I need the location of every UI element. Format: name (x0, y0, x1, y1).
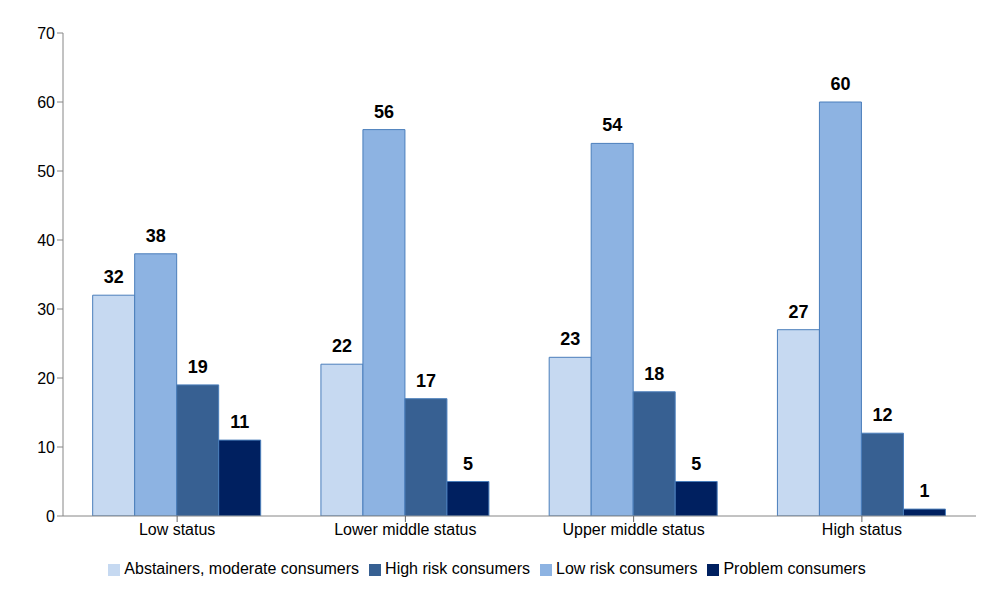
svg-text:19: 19 (188, 357, 208, 377)
svg-text:Lower middle status: Lower middle status (334, 521, 476, 538)
html-text:Low risk consumers: Low risk consumers (556, 560, 698, 577)
svg-text:5: 5 (463, 454, 473, 474)
svg-text:60: 60 (37, 94, 55, 111)
svg-text:Upper middle status: Upper middle status (562, 521, 704, 538)
svg-text:22: 22 (332, 336, 352, 356)
svg-text:12: 12 (872, 405, 892, 425)
svg-text:17: 17 (416, 371, 436, 391)
svg-text:56: 56 (374, 102, 394, 122)
svg-text:10: 10 (37, 439, 55, 456)
svg-text:50: 50 (37, 163, 55, 180)
svg-text:40: 40 (37, 232, 55, 249)
svg-text:27: 27 (788, 302, 808, 322)
svg-text:30: 30 (37, 301, 55, 318)
svg-text:60: 60 (830, 74, 850, 94)
svg-text:Low status: Low status (139, 521, 215, 538)
svg-text:1: 1 (919, 481, 929, 501)
html-text:High risk consumers: High risk consumers (385, 560, 530, 577)
svg-text:18: 18 (644, 364, 664, 384)
html-text:Abstainers, moderate consumers: Abstainers, moderate consumers (124, 560, 360, 577)
html-text:Problem consumers: Problem consumers (723, 560, 866, 577)
svg-text:23: 23 (560, 329, 580, 349)
svg-text:0: 0 (46, 508, 55, 525)
svg-text:54: 54 (602, 115, 622, 135)
svg-text:32: 32 (104, 267, 124, 287)
svg-text:5: 5 (691, 454, 701, 474)
svg-text:70: 70 (37, 25, 55, 42)
svg-text:High status: High status (822, 521, 902, 538)
svg-text:20: 20 (37, 370, 55, 387)
svg-text:11: 11 (230, 412, 249, 432)
svg-text:38: 38 (146, 226, 166, 246)
